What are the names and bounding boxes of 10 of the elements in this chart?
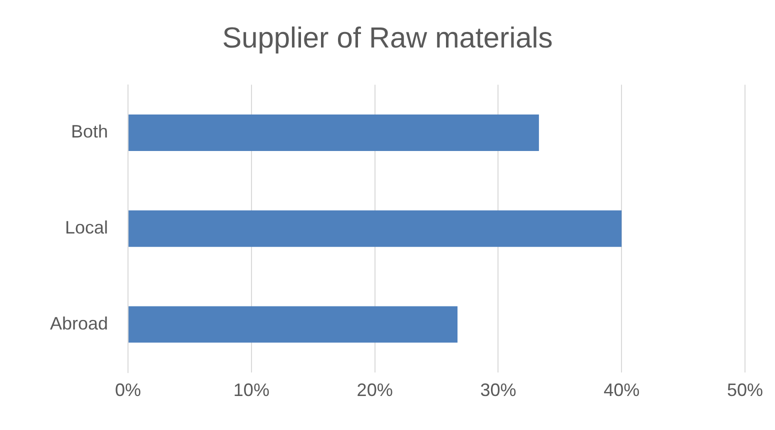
x-tick-label: 40% xyxy=(604,380,640,400)
y-tick-label: Both xyxy=(71,122,108,142)
x-tick-label: 20% xyxy=(356,380,393,400)
y-tick-label: Local xyxy=(65,218,108,238)
y-tick-label: Abroad xyxy=(50,313,108,334)
x-tick-label: 0% xyxy=(115,380,142,400)
x-tick-label: 50% xyxy=(726,380,764,400)
x-tick-label: 10% xyxy=(233,380,270,400)
chart-title: Supplier of Raw materials xyxy=(222,22,553,54)
x-tick-label: 30% xyxy=(480,380,516,400)
